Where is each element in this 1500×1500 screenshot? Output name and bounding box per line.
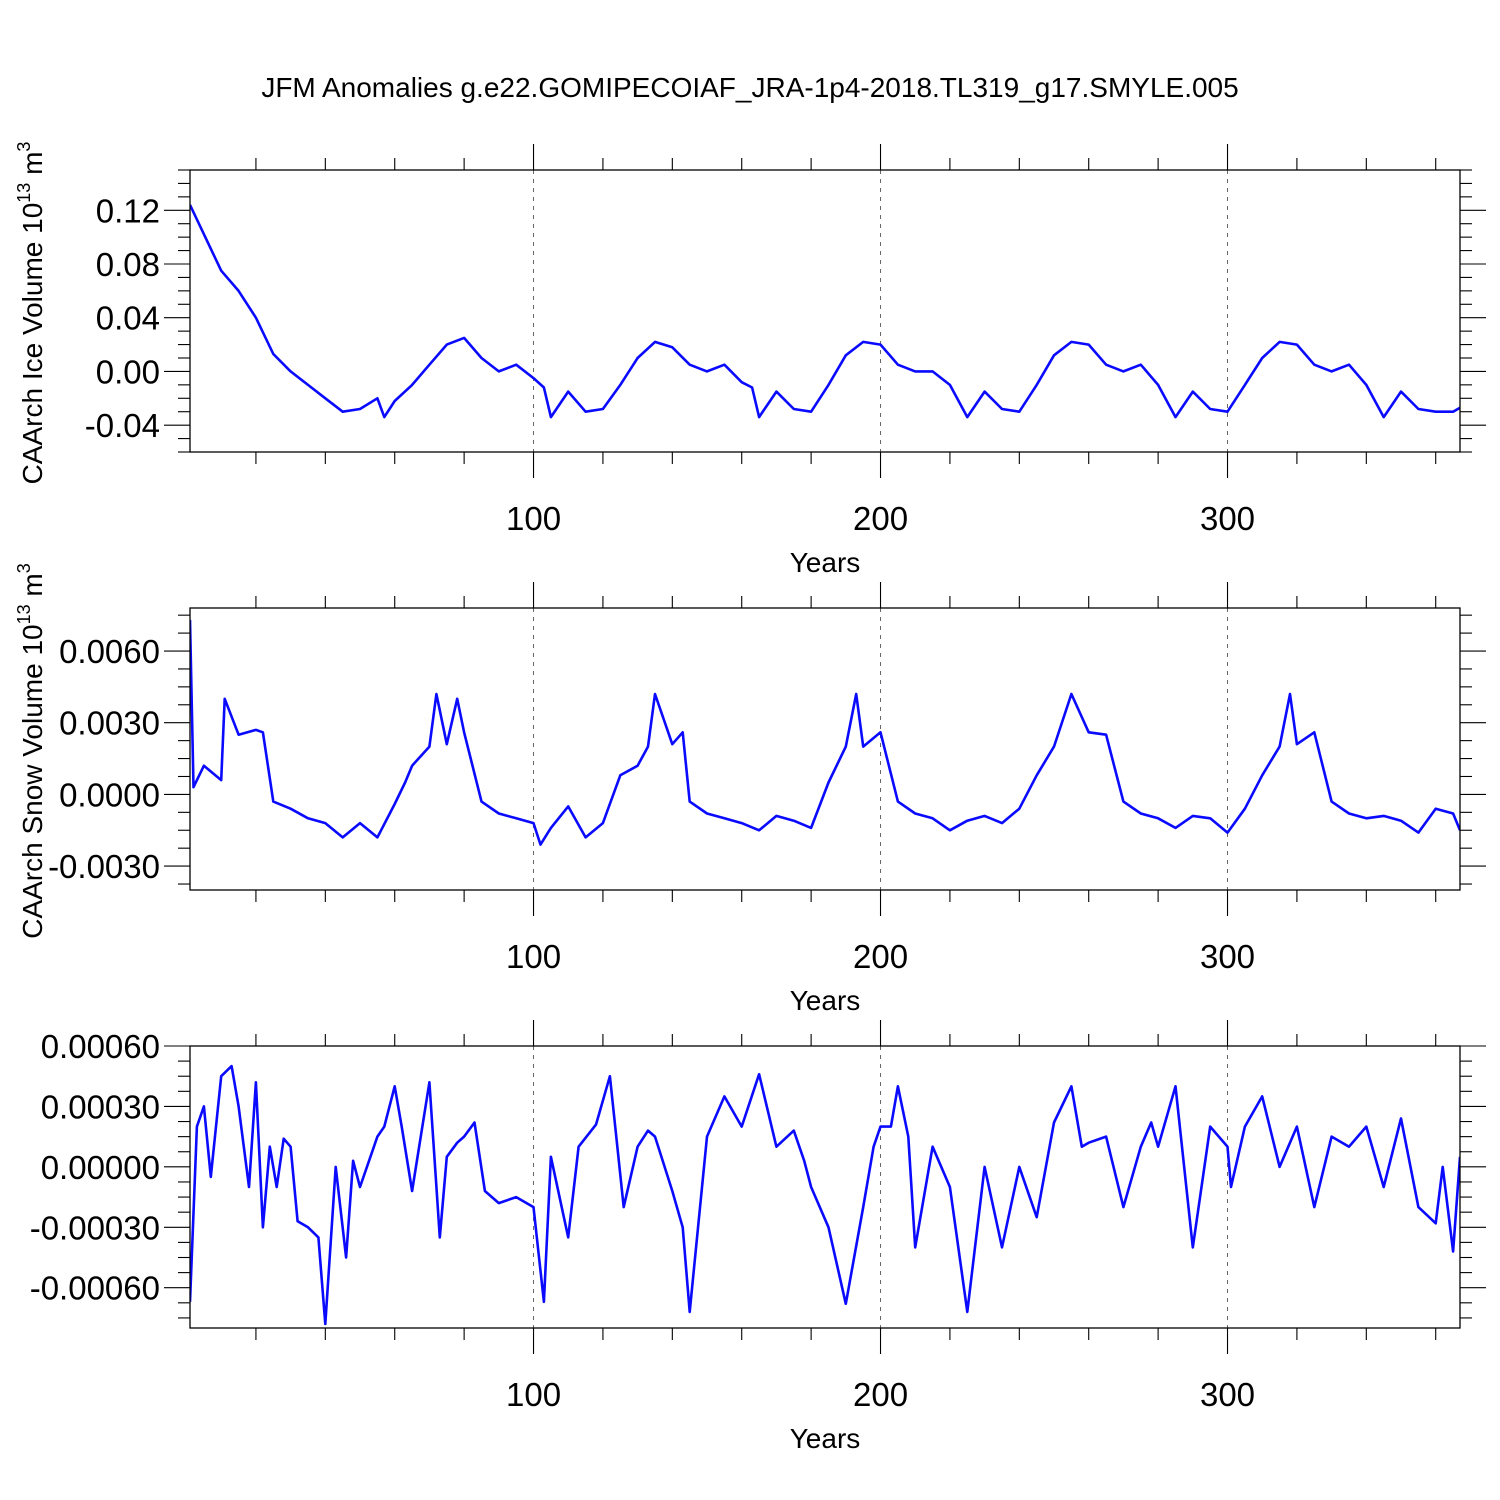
series-line-1 — [190, 204, 1460, 419]
x-tick-label: 100 — [506, 1376, 561, 1413]
panel-2: -0.0030 0.0000 0.0030 0.0060 100 200 300 Years C… — [14, 563, 1486, 1016]
x-tick-label: 200 — [853, 500, 908, 537]
x-axis-label: Years — [790, 1423, 861, 1454]
y-tick-label: 0.00 — [96, 353, 160, 390]
plot-frame — [189, 169, 1461, 453]
x-tick-label: 300 — [1200, 938, 1255, 975]
y-tick-label: 0.00030 — [41, 1088, 160, 1125]
x-tick-label: 300 — [1200, 1376, 1255, 1413]
series-line-1 — [190, 1064, 1460, 1326]
y-tick-label: 0.00000 — [41, 1149, 160, 1186]
y-tick-label: -0.00060 — [30, 1270, 160, 1307]
x-tick-label: 300 — [1200, 500, 1255, 537]
y-tick-label: 0.04 — [96, 300, 160, 337]
plot-frame — [189, 607, 1461, 891]
y-tick-label: -0.04 — [85, 407, 160, 444]
y-axis-label: CAArch Snow Volume 1013 m3 — [14, 563, 48, 939]
x-tick-label: 200 — [853, 938, 908, 975]
y-tick-label: -0.0030 — [48, 848, 160, 885]
panel-1: -0.04 0.00 0.04 0.08 0.12 100 200 300 Years CAArc… — [14, 142, 1486, 578]
y-tick-label: 0.0030 — [59, 705, 160, 742]
y-axis-label: CAArch Ice Volume 1013 m3 — [14, 142, 48, 485]
panels: -0.04 0.00 0.04 0.08 0.12 100 200 300 Years CAArc… — [14, 142, 1486, 1454]
chart-title: JFM Anomalies g.e22.GOMIPECOIAF_JRA-1p4-… — [261, 72, 1238, 103]
x-tick-label: 100 — [506, 938, 561, 975]
y-tick-label: -0.00030 — [30, 1209, 160, 1246]
x-axis-label: Years — [790, 985, 861, 1016]
x-axis-label: Years — [790, 547, 861, 578]
y-tick-label: 0.12 — [96, 192, 160, 229]
y-tick-label: 0.0060 — [59, 633, 160, 670]
series-line-1 — [190, 619, 1460, 846]
x-tick-label: 100 — [506, 500, 561, 537]
plot-frame — [189, 1045, 1461, 1329]
y-tick-label: 0.08 — [96, 246, 160, 283]
y-tick-label: 0.00060 — [41, 1028, 160, 1065]
panel-3: -0.00060 -0.00030 0.00000 0.00030 0.00060 100… — [30, 1020, 1486, 1454]
y-tick-label: 0.0000 — [59, 776, 160, 813]
x-tick-label: 200 — [853, 1376, 908, 1413]
